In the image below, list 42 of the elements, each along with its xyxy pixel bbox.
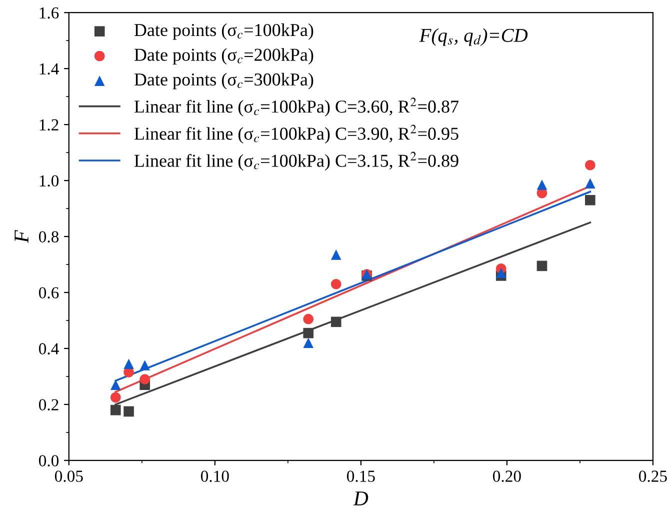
point [110,380,121,390]
point [124,358,134,370]
legend-label: Linear fit line (σ$_{c}$=100kPa) C=3.15, R$^{2}$=0.89 [134,152,458,171]
point [110,404,121,416]
x-tick-label: 0.05 [54,470,83,482]
x-tick-label: 0.15 [346,470,375,482]
annotation: F(q$_{s}$, q$_{d}$)=CD [419,28,528,46]
point [585,194,596,206]
y-tick-label: 0.6 [38,287,59,299]
x-tick-label: 0.10 [200,470,229,482]
y-tick-label: 1.2 [40,119,58,131]
point [303,338,314,348]
y-tick-label: 1.0 [40,175,59,187]
point [110,392,121,403]
point [303,314,314,324]
point [330,316,342,328]
y-tick-label: 1.6 [40,7,59,19]
legend-label: Date points (σ$_{c}$=200kPa) [134,48,314,65]
point [303,328,314,338]
point [140,360,150,370]
legend-label: Linear fit line (σ$_{c}$=100kPa) C=3.90, R$^{2}$=0.95 [134,124,458,144]
point [585,178,596,188]
point [536,260,548,272]
legend-label: Date points (σ$_{c}$=300kPa) [134,72,314,90]
legend-label: Date points (σ$_{c}$=100kPa) [134,23,314,40]
point [585,160,596,170]
legend-label: Linear fit line (σ$_{c}$=100kPa) C=3.60, R$^{2}$=0.87 [134,98,459,116]
point [496,268,506,278]
x-tick-label: 0.20 [492,470,521,482]
x-axis-title: D [353,492,368,506]
x-tick-label: 0.25 [638,470,667,482]
point [330,278,342,290]
y-tick-label: 0.0 [38,455,59,466]
y-tick-label: 1.4 [40,63,59,75]
y-tick-label: 0.4 [38,343,59,354]
y-axis-title: F [14,230,28,243]
point [140,374,150,384]
y-tick-label: 0.8 [38,231,59,243]
point [536,180,548,190]
point [330,250,342,260]
y-tick-label: 0.2 [38,399,58,410]
point [124,406,134,417]
